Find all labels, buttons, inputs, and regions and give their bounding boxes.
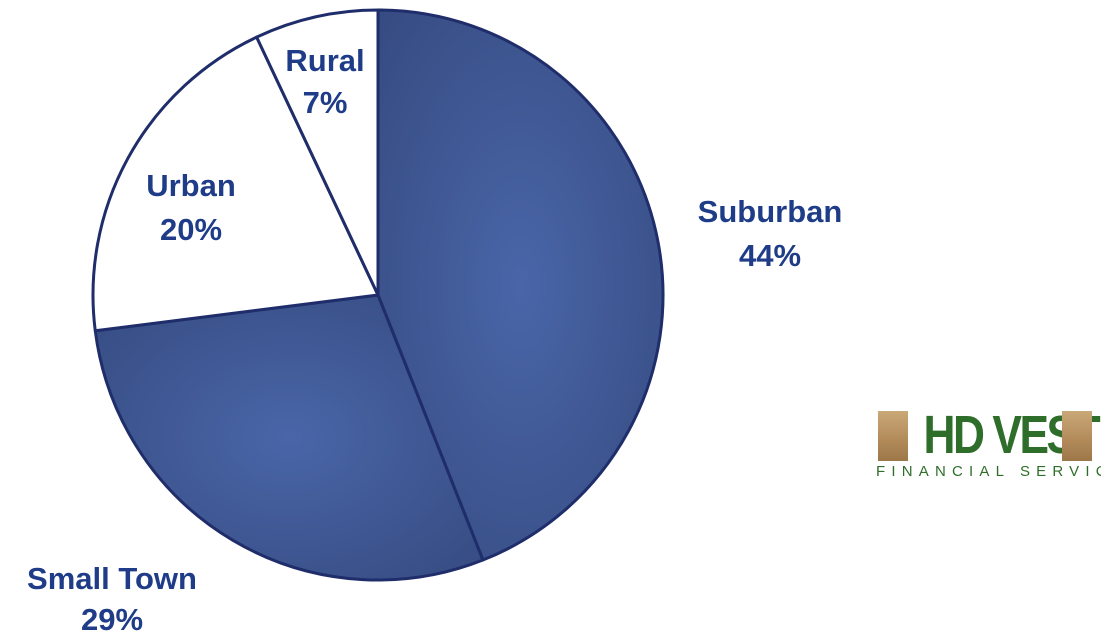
logo-bar-right (1062, 411, 1092, 461)
slice-label-suburban: Suburban (698, 194, 843, 229)
pie-slice-suburban (376, 8, 665, 562)
hd-vest-logo: HD VEST FINANCIAL SERVICES (872, 405, 1101, 484)
slice-value-suburban: 44% (739, 238, 801, 273)
slice-value-urban: 20% (160, 212, 222, 247)
slice-value-small-town: 29% (81, 602, 143, 634)
slice-label-rural: Rural (285, 43, 364, 78)
slice-value-rural: 7% (303, 85, 348, 120)
pie-slice-rural (255, 8, 380, 297)
pie-slice-urban (91, 35, 380, 333)
logo-subtitle: FINANCIAL SERVICES (876, 463, 1101, 480)
pie-slice-small-town (93, 293, 485, 582)
slice-label-urban: Urban (146, 168, 236, 203)
logo-word: HD VEST (923, 405, 1101, 465)
logo-bar-left (878, 411, 908, 461)
slice-label-small-town: Small Town (27, 561, 197, 596)
